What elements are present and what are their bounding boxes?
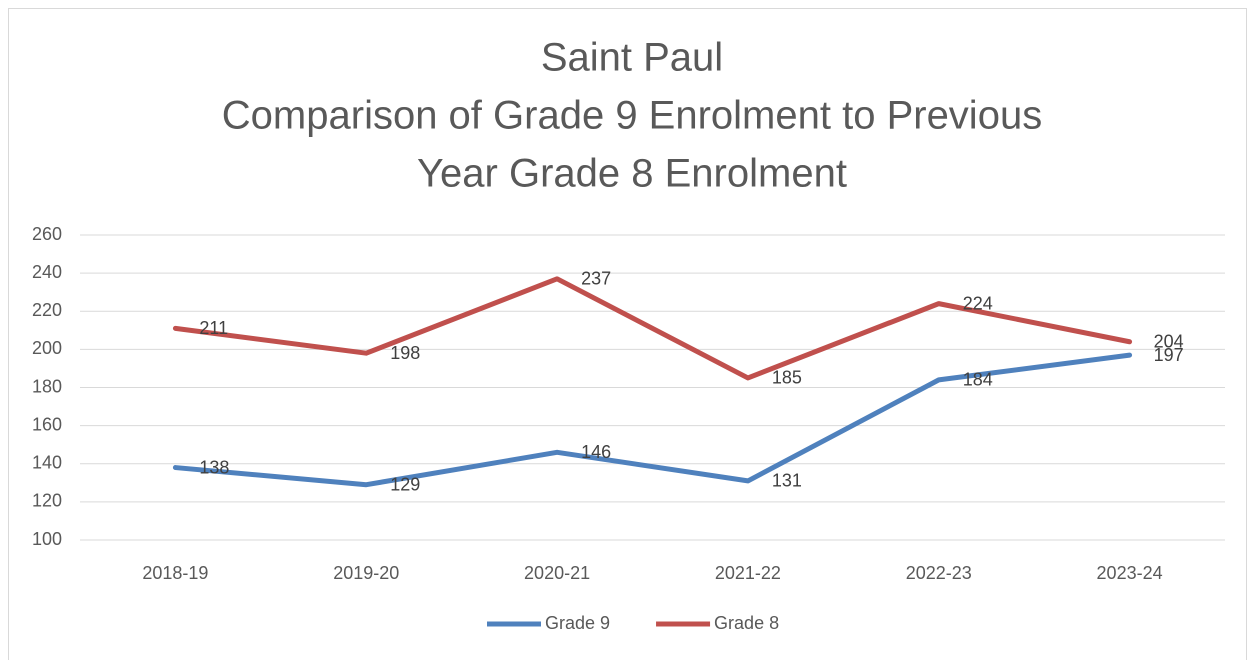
y-tick-label: 180 xyxy=(32,376,62,396)
data-label: 237 xyxy=(581,269,611,289)
data-label: 197 xyxy=(1154,345,1184,365)
series-line xyxy=(172,352,1133,488)
chart-title: Year Grade 8 Enrolment xyxy=(417,152,847,196)
chart-title: Saint Paul xyxy=(541,36,723,80)
data-label: 131 xyxy=(772,471,802,491)
x-tick-label: 2021-22 xyxy=(715,563,781,583)
data-label: 211 xyxy=(199,318,228,338)
data-label: 198 xyxy=(390,343,420,363)
data-label: 129 xyxy=(390,474,420,494)
x-tick-label: 2018-19 xyxy=(142,563,208,583)
legend-label: Grade 8 xyxy=(714,613,779,633)
y-tick-label: 220 xyxy=(32,300,62,320)
y-tick-label: 120 xyxy=(32,491,62,511)
data-label: 146 xyxy=(581,442,611,462)
data-label: 204 xyxy=(1154,332,1184,352)
series-line xyxy=(172,276,1133,381)
y-tick-label: 260 xyxy=(32,224,62,244)
y-tick-label: 240 xyxy=(32,262,62,282)
legend-label: Grade 9 xyxy=(545,613,610,633)
data-label: 224 xyxy=(963,293,993,313)
y-tick-label: 200 xyxy=(32,338,62,358)
x-tick-label: 2022-23 xyxy=(906,563,972,583)
data-label: 185 xyxy=(772,368,802,388)
y-tick-label: 100 xyxy=(32,529,62,549)
chart-title: Comparison of Grade 9 Enrolment to Previ… xyxy=(222,94,1042,138)
y-tick-label: 160 xyxy=(32,414,62,434)
x-tick-label: 2019-20 xyxy=(333,563,399,583)
y-tick-label: 140 xyxy=(32,453,62,473)
data-label: 138 xyxy=(199,457,229,477)
x-tick-label: 2020-21 xyxy=(524,563,590,583)
data-label: 184 xyxy=(963,370,993,390)
x-tick-label: 2023-24 xyxy=(1097,563,1163,583)
